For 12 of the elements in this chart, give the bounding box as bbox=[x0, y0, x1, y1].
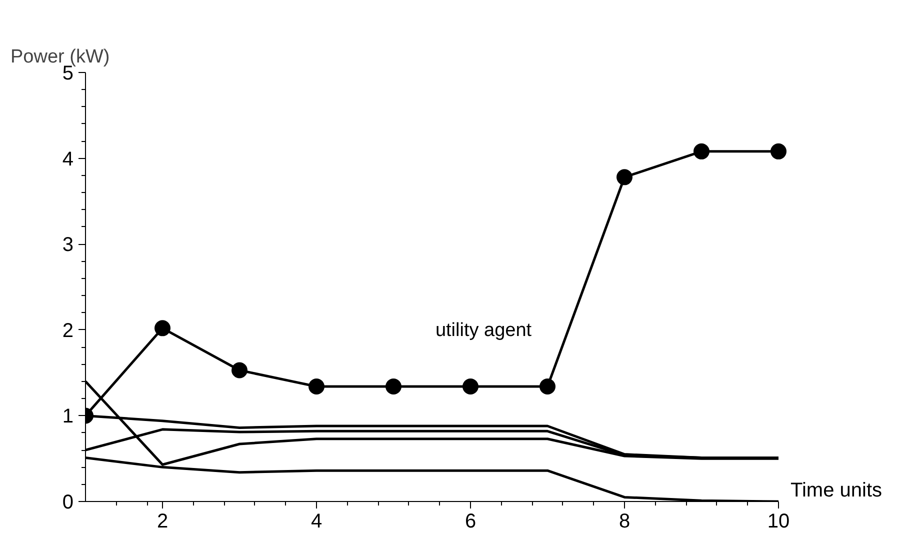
x-tick-label: 6 bbox=[464, 510, 476, 532]
y-tick-label: 2 bbox=[62, 320, 74, 342]
y-tick-label: 4 bbox=[62, 148, 74, 170]
x-axis-title: Time units bbox=[790, 480, 882, 502]
y-tick-label: 3 bbox=[62, 234, 74, 256]
x-tick-label: 4 bbox=[310, 510, 322, 532]
x-tick-label: 10 bbox=[767, 510, 790, 532]
x-tick-label: 2 bbox=[156, 510, 168, 532]
y-tick-label: 0 bbox=[62, 492, 74, 514]
annotation: utility agent bbox=[435, 320, 532, 341]
y-tick-label: 1 bbox=[62, 406, 74, 428]
x-tick-label: 8 bbox=[618, 510, 630, 532]
